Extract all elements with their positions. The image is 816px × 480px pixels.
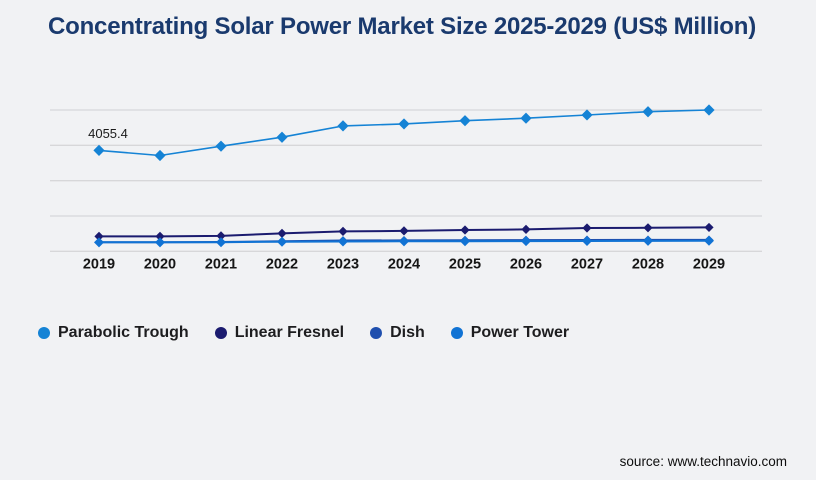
diamond-marker [94, 237, 104, 248]
x-tick-label: 2020 [144, 257, 176, 273]
series-parabolic-trough [93, 104, 715, 162]
diamond-marker [93, 144, 105, 157]
x-tick-label: 2023 [327, 257, 359, 273]
diamond-marker [521, 236, 531, 247]
x-tick-label: 2028 [632, 257, 664, 273]
diamond-marker [460, 225, 470, 235]
legend-swatch-icon [370, 327, 383, 339]
diamond-marker [521, 224, 531, 235]
legend-label: Power Tower [470, 324, 570, 341]
diamond-marker [704, 235, 714, 246]
data-point-label: 4055.4 [88, 126, 128, 141]
diamond-marker [338, 226, 348, 236]
diamond-marker [460, 236, 470, 247]
diamond-marker [582, 223, 592, 233]
chart-title: Concentrating Solar Power Market Size 20… [48, 13, 757, 40]
x-tick-label: 2027 [571, 257, 603, 273]
diamond-marker [704, 222, 714, 233]
diamond-marker [216, 231, 226, 241]
x-axis-labels: 2019 2020 2021 2022 2023 2024 2025 2026 2027 2028… [83, 257, 725, 273]
diamond-marker [276, 131, 288, 143]
legend-swatch-icon [38, 327, 50, 339]
data-labels: 4055.4 [88, 126, 128, 141]
legend-item-power-tower: Power Tower [450, 324, 570, 342]
diamond-marker [155, 231, 165, 241]
chart-series [93, 104, 715, 248]
diamond-marker [154, 149, 166, 162]
diamond-marker [155, 237, 165, 248]
legend-item-linear-fresnel: Linear Fresnel [214, 324, 345, 342]
diamond-marker [277, 236, 287, 247]
source-credit: source: www.technavio.com [619, 454, 787, 469]
x-tick-label: 2025 [449, 257, 481, 273]
diamond-marker [582, 235, 592, 246]
legend-swatch-icon [214, 327, 227, 339]
series-linear-fresnel [94, 222, 714, 241]
diamond-marker [399, 226, 409, 236]
x-tick-label: 2019 [83, 257, 115, 273]
diamond-marker [94, 231, 104, 241]
diamond-marker [215, 140, 227, 152]
series-power-tower [94, 235, 714, 248]
x-tick-label: 2022 [266, 257, 298, 273]
diamond-marker [216, 237, 226, 248]
series-line [98, 109, 710, 157]
x-tick-label: 2026 [510, 257, 542, 273]
diamond-marker [277, 228, 287, 238]
legend-label: Linear Fresnel [234, 324, 345, 341]
diamond-marker [520, 112, 532, 124]
gridlines [50, 109, 762, 252]
diamond-marker [643, 223, 653, 233]
diamond-marker [459, 115, 471, 127]
diamond-marker [643, 235, 653, 246]
x-tick-label: 2029 [693, 257, 725, 273]
x-tick-label: 2024 [388, 257, 420, 273]
legend-swatch-icon [450, 327, 463, 339]
diamond-marker [581, 109, 593, 121]
diamond-marker [642, 106, 654, 118]
legend-label: Dish [390, 324, 425, 341]
diamond-marker [399, 236, 409, 247]
diamond-marker [338, 236, 348, 247]
diamond-marker [398, 118, 410, 130]
diamond-marker [703, 104, 715, 116]
legend-item-dish: Dish [370, 324, 425, 342]
chart-legend: Parabolic Trough Linear Fresnel Dish Power … [38, 324, 569, 342]
x-tick-label: 2021 [205, 257, 237, 273]
diamond-marker [337, 120, 349, 132]
legend-item-parabolic-trough: Parabolic Trough [38, 324, 189, 342]
legend-label: Parabolic Trough [58, 324, 189, 341]
